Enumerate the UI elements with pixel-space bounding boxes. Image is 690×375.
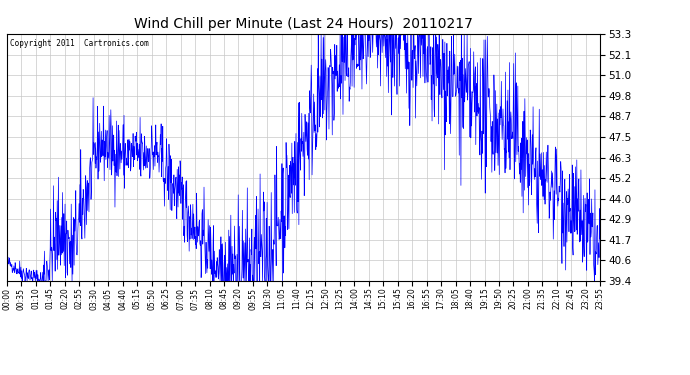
Title: Wind Chill per Minute (Last 24 Hours)  20110217: Wind Chill per Minute (Last 24 Hours) 20… xyxy=(134,17,473,31)
Text: Copyright 2011  Cartronics.com: Copyright 2011 Cartronics.com xyxy=(10,39,148,48)
